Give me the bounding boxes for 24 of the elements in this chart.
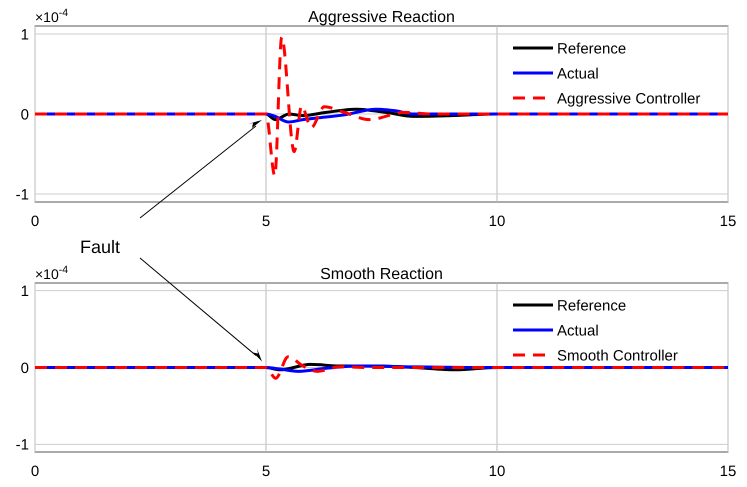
legend-label: Reference bbox=[557, 297, 626, 314]
legend-label: Aggressive Controller bbox=[557, 90, 700, 108]
legend-label: Actual bbox=[557, 322, 599, 340]
text: ×10$^{-4}$ bbox=[35, 264, 68, 282]
y-tick-label: -1 bbox=[16, 436, 29, 454]
chart-title: Aggressive Reaction bbox=[308, 9, 455, 26]
y-tick-label: 1 bbox=[20, 282, 29, 300]
legend-label: Actual bbox=[557, 65, 599, 82]
x-tick-label: 5 bbox=[262, 463, 270, 480]
text: ×10$^{-4}$ bbox=[35, 7, 68, 25]
legend-label: Smooth Controller bbox=[557, 347, 678, 364]
x-tick-label: 15 bbox=[720, 213, 736, 230]
x-tick-label: 10 bbox=[488, 463, 506, 480]
x-tick-label: 10 bbox=[488, 213, 506, 230]
y-tick-label: 0 bbox=[20, 360, 29, 377]
chart-title: Smooth Reaction bbox=[320, 266, 443, 283]
text: Fault bbox=[80, 237, 120, 257]
line-series bbox=[34, 36, 730, 178]
x-tick-label: 15 bbox=[720, 463, 736, 480]
y-tick-label: 1 bbox=[20, 26, 29, 44]
legend-label: Reference bbox=[557, 40, 626, 58]
y-tick-label: -1 bbox=[16, 186, 29, 204]
y-tick-label: 0 bbox=[20, 106, 29, 124]
x-tick-label: 5 bbox=[262, 213, 270, 230]
